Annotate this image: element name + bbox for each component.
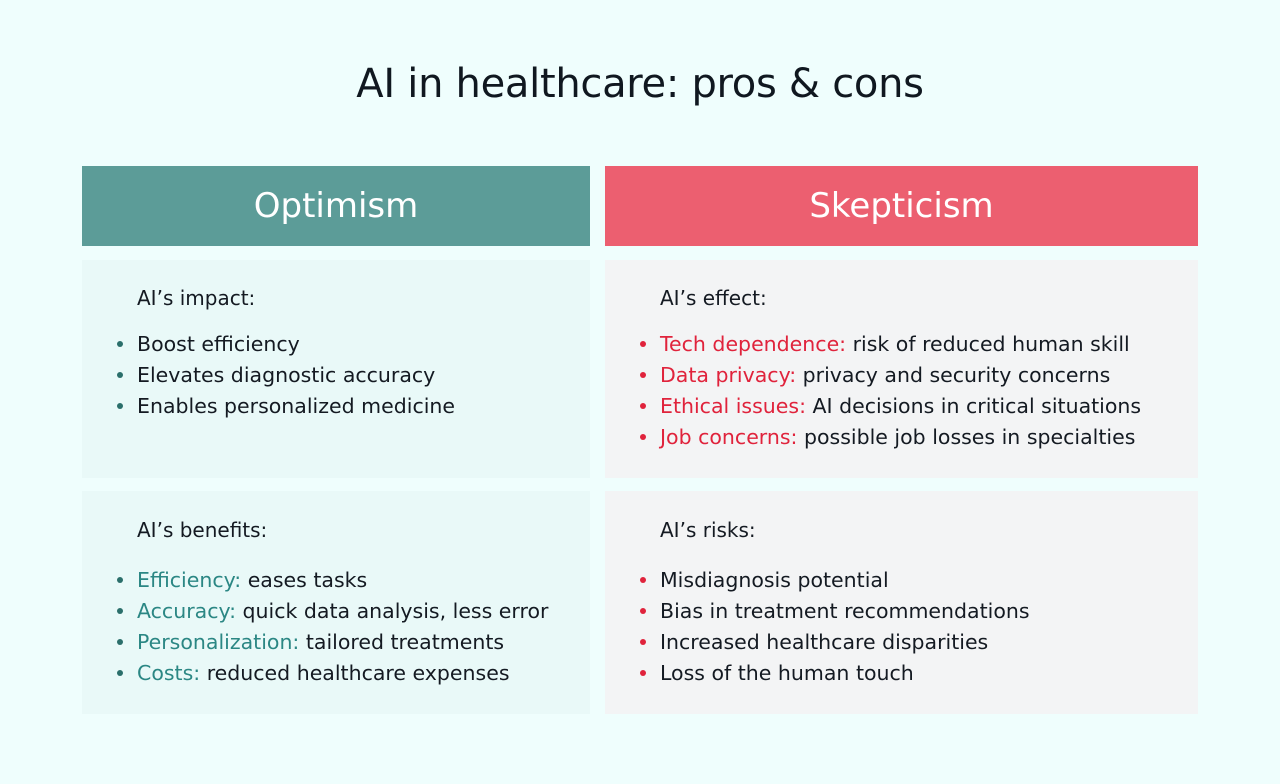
optimism-header-label: Optimism: [253, 186, 419, 226]
skepticism-risks-panel: AI’s risks: Misdiagnosis potential Bias …: [605, 491, 1198, 714]
optimism-impact-panel: AI’s impact: Boost efficiency Elevates d…: [82, 260, 590, 478]
effect-heading: AI’s effect:: [660, 286, 767, 310]
list-item: Accuracy: quick data analysis, less erro…: [82, 596, 548, 627]
skepticism-header: Skepticism: [605, 166, 1198, 246]
bullet-icon: [640, 639, 646, 645]
list-item: Efficiency: eases tasks: [82, 565, 548, 596]
impact-list: Boost efficiency Elevates diagnostic acc…: [82, 329, 455, 422]
skepticism-header-label: Skepticism: [809, 186, 994, 226]
bullet-icon: [117, 639, 123, 645]
bullet-icon: [117, 608, 123, 614]
bullet-icon: [640, 372, 646, 378]
bullet-icon: [117, 341, 123, 347]
bullet-icon: [117, 372, 123, 378]
bullet-icon: [640, 434, 646, 440]
effect-list: Tech dependence: risk of reduced human s…: [605, 329, 1141, 453]
list-item: Boost efficiency: [82, 329, 455, 360]
list-item: Elevates diagnostic accuracy: [82, 360, 455, 391]
bullet-icon: [117, 670, 123, 676]
optimism-header: Optimism: [82, 166, 590, 246]
list-item: Ethical issues: AI decisions in critical…: [605, 391, 1141, 422]
impact-heading: AI’s impact:: [137, 286, 256, 310]
bullet-icon: [117, 403, 123, 409]
list-item: Personalization: tailored treatments: [82, 627, 548, 658]
bullet-icon: [640, 608, 646, 614]
list-item: Data privacy: privacy and security conce…: [605, 360, 1141, 391]
optimism-benefits-panel: AI’s benefits: Efficiency: eases tasks A…: [82, 491, 590, 714]
bullet-icon: [117, 577, 123, 583]
page-title: AI in healthcare: pros & cons: [356, 61, 924, 107]
list-item: Loss of the human touch: [605, 658, 1030, 689]
list-item: Tech dependence: risk of reduced human s…: [605, 329, 1141, 360]
list-item: Costs: reduced healthcare expenses: [82, 658, 548, 689]
skepticism-effect-panel: AI’s effect: Tech dependence: risk of re…: [605, 260, 1198, 478]
risks-list: Misdiagnosis potential Bias in treatment…: [605, 565, 1030, 689]
list-item: Increased healthcare disparities: [605, 627, 1030, 658]
bullet-icon: [640, 670, 646, 676]
bullet-icon: [640, 577, 646, 583]
benefits-list: Efficiency: eases tasks Accuracy: quick …: [82, 565, 548, 689]
bullet-icon: [640, 403, 646, 409]
list-item: Job concerns: possible job losses in spe…: [605, 422, 1141, 453]
list-item: Enables personalized medicine: [82, 391, 455, 422]
list-item: Misdiagnosis potential: [605, 565, 1030, 596]
list-item: Bias in treatment recommendations: [605, 596, 1030, 627]
risks-heading: AI’s risks:: [660, 518, 756, 542]
bullet-icon: [640, 341, 646, 347]
benefits-heading: AI’s benefits:: [137, 518, 268, 542]
